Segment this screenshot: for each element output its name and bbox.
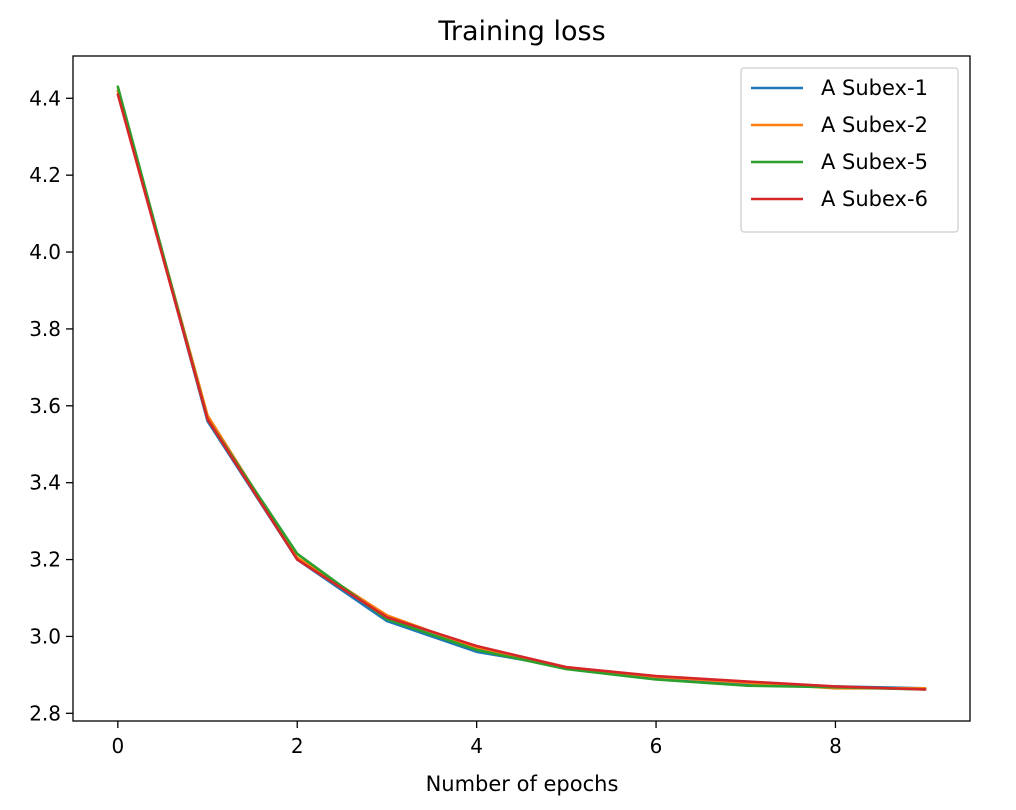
- x-axis-ticks: 0 2 4 6 8: [111, 721, 842, 758]
- x-tick-label: 2: [291, 734, 304, 758]
- series-line-4: [116, 93, 927, 691]
- x-tick-label: 6: [650, 734, 663, 758]
- x-tick-label: 4: [470, 734, 483, 758]
- legend: A Subex-1 A Subex-2 A Subex-5 A Subex-6: [740, 67, 959, 233]
- y-tick-label: 4.4: [29, 86, 61, 110]
- legend-label: A Subex-2: [821, 113, 928, 137]
- series-lines: [116, 85, 927, 691]
- y-tick-label: 4.2: [29, 163, 61, 187]
- legend-label: A Subex-1: [821, 76, 928, 100]
- y-tick-label: 3.0: [29, 624, 61, 648]
- x-tick-label: 0: [111, 734, 124, 758]
- series-line-3: [116, 85, 927, 691]
- y-tick-label: 4.0: [29, 240, 61, 264]
- chart-title: Training loss: [437, 16, 605, 47]
- y-tick-label: 3.4: [29, 471, 61, 495]
- y-tick-label: 2.8: [29, 701, 61, 725]
- legend-label: A Subex-6: [821, 187, 928, 211]
- y-tick-label: 3.8: [29, 317, 61, 341]
- y-axis-ticks: 2.8 3.0 3.2 3.4 3.6 3.8 4.0 4.2 4.4: [29, 86, 73, 725]
- legend-label: A Subex-5: [821, 150, 928, 174]
- legend-box: [740, 67, 959, 233]
- x-axis-label: Number of epochs: [426, 772, 619, 796]
- x-tick-label: 8: [829, 734, 842, 758]
- y-tick-label: 3.6: [29, 394, 61, 418]
- y-tick-label: 3.2: [29, 548, 61, 572]
- plot-area-frame: [72, 55, 971, 722]
